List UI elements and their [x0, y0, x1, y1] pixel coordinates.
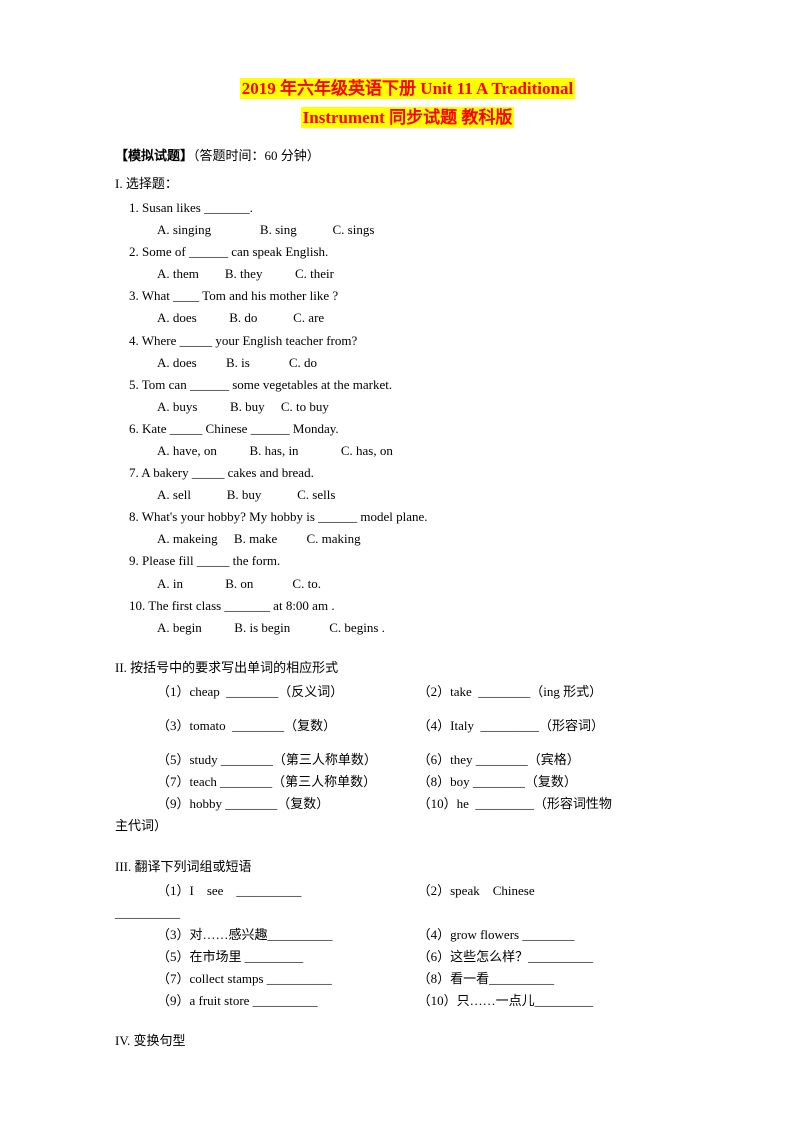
s2-item-10b: 主代词）: [115, 815, 700, 837]
q5: 5. Tom can ______ some vegetables at the…: [115, 374, 700, 396]
s2-item-8: （8）boy ________（复数）: [418, 771, 700, 793]
q4: 4. Where _____ your English teacher from…: [115, 330, 700, 352]
q3-options: A. does B. do C. are: [115, 307, 700, 329]
s3-item-2: （2）speak Chinese: [418, 880, 700, 902]
s2-item-9: （9）hobby ________（复数）: [157, 793, 418, 815]
exam-header: 【模拟试题】（答题时间：60 分钟）: [115, 145, 700, 167]
q3: 3. What ____ Tom and his mother like ?: [115, 285, 700, 307]
s3-item-3: （3）对……感兴趣__________: [157, 924, 418, 946]
q8-options: A. makeing B. make C. making: [115, 528, 700, 550]
q4-options: A. does B. is C. do: [115, 352, 700, 374]
q6-options: A. have, on B. has, in C. has, on: [115, 440, 700, 462]
section-3-title: III. 翻译下列词组或短语: [115, 856, 700, 878]
q1-options: A. singing B. sing C. sings: [115, 219, 700, 241]
s3-row-1: （1）I see __________ （2）speak Chinese: [115, 880, 700, 902]
s3-row-2: （3）对……感兴趣__________ （4）grow flowers ____…: [115, 924, 700, 946]
section-4-title: IV. 变换句型: [115, 1030, 700, 1052]
s3-item-9: （9）a fruit store __________: [157, 990, 418, 1012]
q1: 1. Susan likes _______.: [115, 197, 700, 219]
q6: 6. Kate _____ Chinese ______ Monday.: [115, 418, 700, 440]
s2-item-5: （5）study ________（第三人称单数）: [157, 749, 418, 771]
q2: 2. Some of ______ can speak English.: [115, 241, 700, 263]
s2-row-2: （3）tomato ________（复数） （4）Italy ________…: [115, 715, 700, 737]
q8: 8. What's your hobby? My hobby is ______…: [115, 506, 700, 528]
s3-item-6: （6）这些怎么样？__________: [418, 946, 700, 968]
s2-item-10: （10）he _________（形容词性物: [418, 793, 700, 815]
s2-row-3: （5）study ________（第三人称单数） （6）they ______…: [115, 749, 700, 771]
header-note: （答题时间：60 分钟）: [193, 148, 320, 163]
s2-row-4: （7）teach ________（第三人称单数） （8）boy _______…: [115, 771, 700, 793]
s2-item-1: （1）cheap ________（反义词）: [157, 681, 418, 703]
s3-item-1: （1）I see __________: [157, 880, 418, 902]
title-line-2: Instrument 同步试题 教科版: [301, 107, 515, 128]
section-2-title: II. 按括号中的要求写出单词的相应形式: [115, 657, 700, 679]
s2-row-1: （1）cheap ________（反义词） （2）take ________（…: [115, 681, 700, 703]
s2-item-2: （2）take ________（ing 形式）: [418, 681, 700, 703]
s3-item-7: （7）collect stamps __________: [157, 968, 418, 990]
s3-item-2b: __________: [115, 902, 700, 924]
q9-options: A. in B. on C. to.: [115, 573, 700, 595]
s3-item-10: （10）只……一点儿_________: [418, 990, 700, 1012]
s3-row-4: （7）collect stamps __________ （8）看一看_____…: [115, 968, 700, 990]
s2-item-4: （4）Italy _________（形容词）: [418, 715, 700, 737]
s2-row-5: （9）hobby ________（复数） （10）he _________（形…: [115, 793, 700, 815]
q7: 7. A bakery _____ cakes and bread.: [115, 462, 700, 484]
q5-options: A. buys B. buy C. to buy: [115, 396, 700, 418]
s3-row-3: （5）在市场里 _________ （6）这些怎么样？__________: [115, 946, 700, 968]
s3-row-5: （9）a fruit store __________ （10）只……一点儿__…: [115, 990, 700, 1012]
header-label: 【模拟试题】: [115, 148, 193, 163]
q10: 10. The first class _______ at 8:00 am .: [115, 595, 700, 617]
q2-options: A. them B. they C. their: [115, 263, 700, 285]
s2-item-3: （3）tomato ________（复数）: [157, 715, 418, 737]
document-title: 2019 年六年级英语下册 Unit 11 A Traditional Inst…: [115, 75, 700, 133]
s2-item-7: （7）teach ________（第三人称单数）: [157, 771, 418, 793]
s3-item-5: （5）在市场里 _________: [157, 946, 418, 968]
q10-options: A. begin B. is begin C. begins .: [115, 617, 700, 639]
section-1-title: I. 选择题：: [115, 173, 700, 195]
s2-item-6: （6）they ________（宾格）: [418, 749, 700, 771]
s3-item-8: （8）看一看__________: [418, 968, 700, 990]
q7-options: A. sell B. buy C. sells: [115, 484, 700, 506]
title-line-1: 2019 年六年级英语下册 Unit 11 A Traditional: [240, 78, 575, 99]
s3-item-4: （4）grow flowers ________: [418, 924, 700, 946]
q9: 9. Please fill _____ the form.: [115, 550, 700, 572]
